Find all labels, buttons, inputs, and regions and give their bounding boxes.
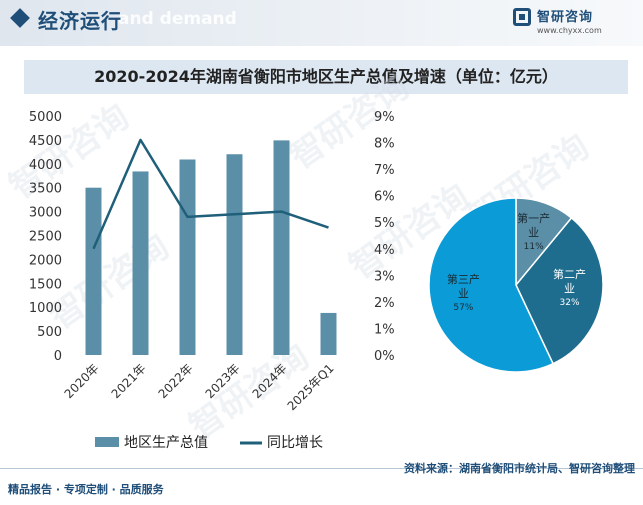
y-right-tick-label: 0% xyxy=(374,349,395,364)
source-note: 资料来源：湖南省衡阳市统计局、智研咨询整理 xyxy=(404,462,635,475)
footer-divider xyxy=(0,468,643,469)
section-title: 经济运行 xyxy=(38,9,122,33)
y-left-tick-label: 4500 xyxy=(29,134,62,149)
y-left-tick-label: 2500 xyxy=(29,230,62,245)
y-left-tick-label: 4000 xyxy=(29,158,62,173)
pie-slice xyxy=(428,197,555,373)
chart-title-box: 2020-2024年湖南省衡阳市地区生产总值及增速（单位：亿元） xyxy=(24,60,628,94)
pie-slice-label-name: 第二产 xyxy=(553,267,586,281)
bar xyxy=(320,312,337,355)
y-right-tick-label: 7% xyxy=(374,163,395,178)
legend-swatch-bar xyxy=(95,437,119,447)
watermark-text: 智研咨询 xyxy=(282,67,416,178)
pie-slice-label-name: 业 xyxy=(458,287,469,300)
footer-tagline: 精品报告 · 专项定制 · 品质服务 xyxy=(8,483,164,496)
pie-slice-label-value: 11% xyxy=(524,242,544,252)
y-left-tick-label: 500 xyxy=(37,325,62,340)
watermark-text: 智研咨询 xyxy=(2,97,136,208)
y-right-tick-label: 6% xyxy=(374,190,395,205)
brand: 智研咨询 www.chyxx.com xyxy=(513,6,633,42)
y-right-tick-label: 8% xyxy=(374,137,395,152)
pie-slice-label-name: 第一产 xyxy=(517,211,550,225)
y-right-tick-label: 2% xyxy=(374,296,395,311)
y-right-tick-label: 1% xyxy=(374,322,395,337)
y-right-tick-label: 5% xyxy=(374,216,395,231)
header-bar: and demand 经济运行 智研咨询 www.chyxx.com xyxy=(0,0,643,46)
pie-slice-label-name: 业 xyxy=(564,282,575,295)
pie-slice-label-value: 32% xyxy=(560,298,580,308)
bar xyxy=(132,171,149,355)
y-left-tick-label: 1000 xyxy=(29,301,62,316)
pie-slice xyxy=(515,216,604,365)
brand-name: 智研咨询 xyxy=(537,10,594,25)
growth-line xyxy=(92,138,329,250)
y-left-tick-label: 2000 xyxy=(29,253,62,268)
watermark-text: 智研咨询 xyxy=(42,227,176,338)
pie-slice-label-value: 57% xyxy=(453,303,473,313)
bar xyxy=(179,159,196,355)
x-tick-label: 2021年 xyxy=(109,361,149,401)
section-title-ghost: and demand xyxy=(118,9,237,29)
y-right-tick-label: 4% xyxy=(374,243,395,258)
x-tick-label: 2022年 xyxy=(156,361,196,401)
bar xyxy=(273,140,290,355)
legend-label-growth: 同比增长 xyxy=(267,435,323,451)
chart-title: 2020-2024年湖南省衡阳市地区生产总值及增速（单位：亿元） xyxy=(94,67,558,86)
bar xyxy=(85,187,102,355)
pie-slice-label-name: 第三产 xyxy=(447,272,480,286)
y-right-tick-label: 3% xyxy=(374,269,395,284)
y-left-tick-label: 1500 xyxy=(29,277,62,292)
y-right-tick-label: 9% xyxy=(374,110,395,125)
pie-slice-label-name: 业 xyxy=(528,226,539,239)
y-left-tick-label: 5000 xyxy=(29,110,62,125)
legend-label-gdp: 地区生产总值 xyxy=(124,435,208,451)
y-left-tick-label: 0 xyxy=(54,349,62,364)
brand-url: www.chyxx.com xyxy=(537,26,602,35)
bar xyxy=(226,154,243,355)
y-left-tick-label: 3000 xyxy=(29,206,62,221)
x-tick-label: 2020年 xyxy=(62,361,102,401)
y-left-tick-label: 3500 xyxy=(29,182,62,197)
brand-logo-icon xyxy=(513,8,531,26)
